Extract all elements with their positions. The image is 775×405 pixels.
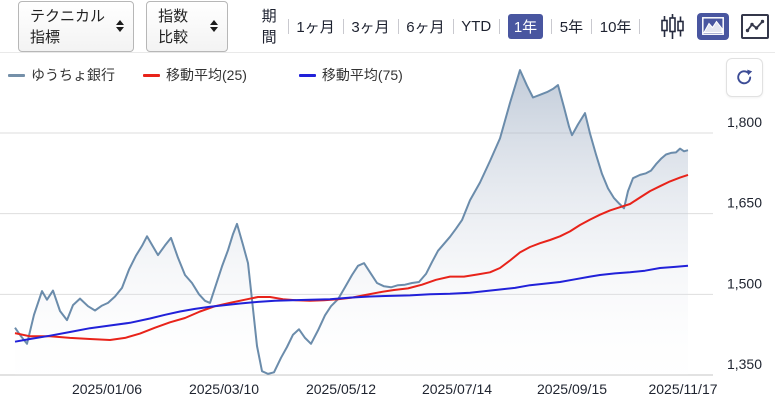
price-area-fill [15, 70, 688, 375]
x-axis-label: 2025/07/14 [422, 381, 492, 397]
x-axis-label: 2025/05/12 [306, 381, 376, 397]
separator [551, 18, 552, 34]
legend-swatch [8, 73, 25, 77]
period-button-1[interactable]: 1ヶ月 [296, 18, 335, 36]
y-axis-label: 1,650 [727, 195, 762, 211]
x-axis-label: 2025/11/17 [648, 381, 717, 397]
legend-swatch [143, 73, 160, 77]
chart-type-selector [660, 12, 769, 40]
period-selector: 期間 1ヶ月 3ヶ月 6ヶ月 YTD 1年 5年 10年 [262, 5, 648, 47]
legend-item-3[interactable]: 移動平均(75) [298, 65, 403, 85]
refresh-icon [737, 69, 753, 85]
index-compare-dropdown[interactable]: 指数比較 [146, 0, 228, 52]
index-compare-dropdown-label: 指数比較 [158, 7, 189, 46]
separator [639, 18, 641, 34]
technical-indicator-dropdown-label: テクニカル指標 [30, 7, 106, 46]
x-axis-label: 2025/01/06 [72, 381, 142, 397]
x-axis-label: 2025/09/15 [537, 381, 607, 397]
period-button-2[interactable]: 3ヶ月 [351, 18, 390, 36]
technical-indicator-dropdown[interactable]: テクニカル指標 [18, 0, 135, 52]
separator [591, 18, 592, 34]
refresh-button[interactable] [726, 58, 763, 97]
price-line [14, 69, 689, 375]
y-axis-label: 1,350 [727, 356, 762, 372]
toolbar: テクニカル指標 指数比較 期間 1ヶ月 3ヶ月 6ヶ月 YTD 1年 5年 10年 [0, 0, 775, 53]
chart-legend: ゆうちょ銀行 移動平均(25) 移動平均(75) [8, 65, 403, 85]
x-axis-label: 2025/03/10 [189, 381, 259, 397]
legend-label: 移動平均(25) [166, 67, 247, 83]
separator [342, 18, 344, 34]
legend-label: ゆうちょ銀行 [31, 67, 115, 83]
period-button-3[interactable]: 6ヶ月 [406, 18, 445, 36]
updown-arrows-icon [116, 19, 125, 32]
ma25-line [14, 173, 689, 341]
line-chart-icon[interactable] [741, 13, 769, 39]
y-axis-label: 1,500 [727, 275, 762, 291]
y-axis-label: 1,800 [727, 114, 762, 130]
legend-item-1[interactable]: ゆうちょ銀行 [8, 65, 115, 85]
separator [397, 18, 399, 34]
separator [287, 18, 289, 34]
period-button-6[interactable]: 5年 [559, 18, 584, 36]
separator [499, 18, 500, 34]
legend-label: 移動平均(75) [321, 67, 403, 83]
period-label: 期間 [261, 8, 277, 46]
period-button-7[interactable]: 10年 [599, 18, 632, 36]
separator [452, 18, 454, 34]
candlestick-chart-icon[interactable] [660, 13, 685, 40]
legend-item-2[interactable]: 移動平均(25) [143, 65, 247, 85]
period-button-4[interactable]: YTD [461, 17, 492, 35]
legend-swatch [298, 73, 316, 77]
updown-arrows-icon [209, 19, 218, 32]
ma75-line [14, 264, 689, 343]
area-chart-icon[interactable] [697, 12, 729, 40]
period-button-5[interactable]: 1年 [507, 13, 544, 39]
